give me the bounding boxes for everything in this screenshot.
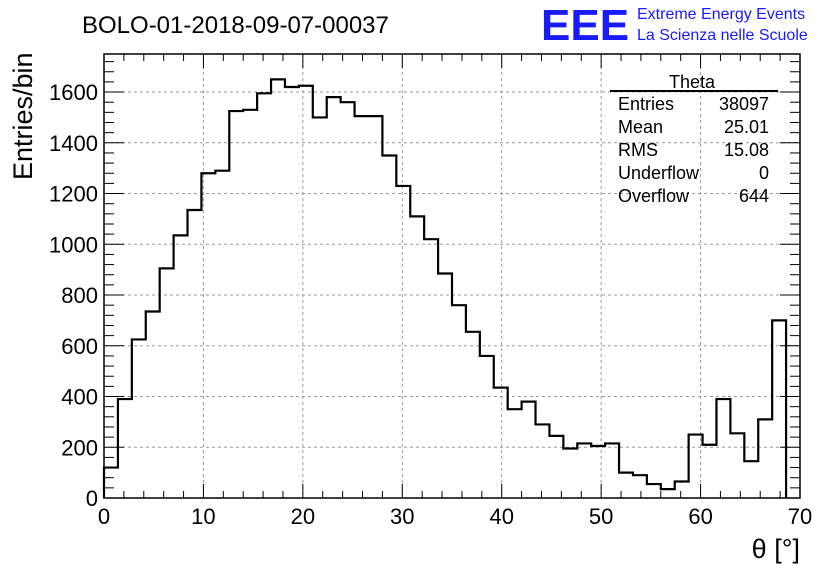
axes-box — [103, 53, 801, 499]
stats-row-label: Entries — [618, 94, 674, 114]
histogram-bin — [410, 216, 424, 498]
y-tick-label: 600 — [61, 334, 98, 359]
histogram-bin — [174, 235, 188, 498]
eee-logo: EEE Extreme Energy Events La Scienza nel… — [541, 1, 808, 50]
histogram-bin — [438, 273, 452, 498]
histogram-bin — [730, 433, 744, 498]
x-tick-label: 60 — [688, 504, 712, 529]
plot-frame — [103, 53, 801, 499]
histogram-bin — [285, 87, 299, 498]
histogram-bin — [299, 86, 313, 498]
histogram-bin — [243, 110, 257, 498]
histogram-bin — [229, 111, 243, 498]
y-tick-label: 0 — [86, 486, 98, 511]
histogram-bin — [647, 484, 661, 498]
histogram-bin — [591, 446, 605, 498]
histogram-bin — [703, 445, 717, 498]
histogram-outline — [102, 78, 788, 498]
histogram-bin — [605, 443, 619, 498]
x-axis-label: θ [°] — [752, 534, 800, 564]
chart-title: BOLO-01-2018-09-07-00037 — [82, 12, 389, 39]
stats-box: Theta Entries 38097 Mean 25.01 RMS 15.08 Under… — [610, 72, 778, 206]
eee-logo-mark: EEE — [541, 1, 629, 50]
y-tick-label: 1400 — [49, 131, 98, 156]
histogram-bin — [271, 79, 285, 498]
histogram-bin — [215, 171, 229, 498]
stats-row-value: 0 — [759, 163, 769, 183]
histogram-bin — [452, 305, 466, 498]
histogram-bin — [188, 210, 202, 498]
stats-title: Theta — [669, 72, 716, 92]
histogram-bin — [716, 399, 730, 498]
x-tick-label: 50 — [589, 504, 613, 529]
histogram-bin — [466, 332, 480, 498]
grid-lines — [104, 54, 800, 498]
histogram-bin — [355, 116, 369, 498]
histogram-series — [102, 78, 788, 498]
histogram-bin — [146, 312, 160, 498]
histogram-bin — [508, 409, 522, 498]
stats-row-label: Overflow — [618, 186, 690, 206]
x-tick-label: 10 — [191, 504, 215, 529]
logo-line-2: La Scienza nelle Scuole — [637, 27, 808, 44]
stats-rows: Entries 38097 Mean 25.01 RMS 15.08 Underflow 0 O… — [618, 94, 769, 206]
histogram-bin — [661, 489, 675, 498]
histogram-bin — [536, 424, 550, 498]
y-tick-label: 400 — [61, 385, 98, 410]
histogram-bin — [104, 468, 118, 498]
histogram-bin — [327, 97, 341, 498]
stats-row-value: 38097 — [719, 94, 769, 114]
tick-labels: 0 10 20 30 40 50 60 70 0 200 400 600 800 1000 1200 1400… — [49, 80, 812, 529]
histogram-bin — [522, 402, 536, 498]
y-tick-label: 1200 — [49, 182, 98, 207]
stats-row-value: 15.08 — [724, 140, 769, 160]
histogram-bin — [744, 461, 758, 498]
histogram-bin — [257, 93, 271, 498]
y-tick-label: 1000 — [49, 232, 98, 257]
histogram-bin — [118, 399, 132, 498]
y-tick-label: 200 — [61, 435, 98, 460]
stats-row-label: RMS — [618, 140, 658, 160]
x-tick-label: 20 — [291, 504, 315, 529]
histogram-bin — [313, 117, 327, 498]
stats-row-value: 644 — [739, 186, 769, 206]
histogram-bin — [424, 239, 438, 498]
histogram-bin — [480, 356, 494, 498]
histogram-bin — [675, 482, 689, 498]
histogram-bin — [396, 186, 410, 498]
histogram-bin — [382, 155, 396, 498]
stats-row-label: Mean — [618, 117, 663, 137]
y-tick-label: 800 — [61, 283, 98, 308]
histogram-bin — [341, 102, 355, 498]
histogram-bin — [772, 320, 786, 498]
histogram-bin — [160, 268, 174, 498]
histogram-bin — [577, 443, 591, 498]
stats-row-value: 25.01 — [724, 117, 769, 137]
histogram-bin — [758, 419, 772, 498]
y-axis-label: Entries/bin — [8, 52, 38, 180]
stats-row-label: Underflow — [618, 163, 700, 183]
x-tick-label: 0 — [98, 504, 110, 529]
x-tick-label: 30 — [390, 504, 414, 529]
histogram-bin — [132, 339, 146, 498]
y-tick-label: 1600 — [49, 80, 98, 105]
histogram-bin — [633, 475, 647, 498]
axis-ticks — [103, 54, 801, 499]
histogram-bin — [494, 388, 508, 498]
x-tick-label: 40 — [489, 504, 513, 529]
histogram-bin — [201, 173, 215, 498]
logo-line-1: Extreme Energy Events — [637, 6, 805, 23]
histogram-bin — [563, 449, 577, 498]
x-tick-label: 70 — [788, 504, 812, 529]
histogram-bin — [368, 116, 382, 498]
histogram-bin — [549, 436, 563, 498]
